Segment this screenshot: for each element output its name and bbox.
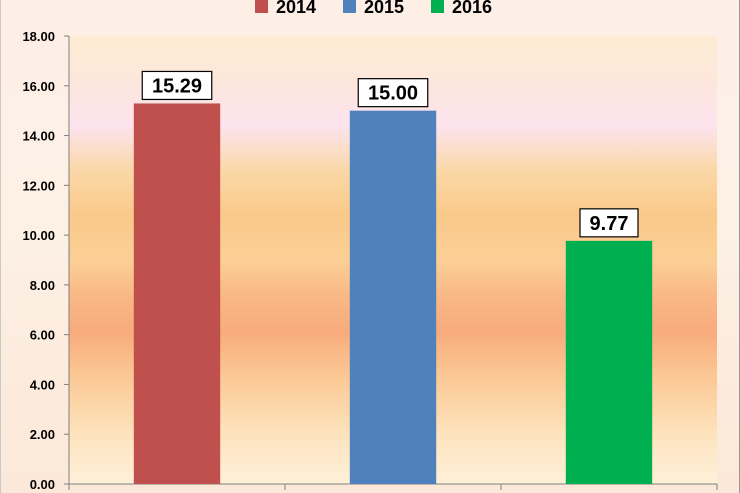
y-tick-label: 16.00 <box>22 79 55 94</box>
legend-item-2015: 2015 <box>343 0 404 17</box>
legend: 2014 2015 2016 <box>255 0 492 17</box>
data-label-box <box>141 70 213 101</box>
data-label-value: 9.77 <box>590 213 629 235</box>
y-tick-label: 10.00 <box>22 228 55 243</box>
bar-2014 <box>133 103 221 485</box>
y-tick-label: 4.00 <box>30 377 55 392</box>
legend-label: 2014 <box>276 0 316 17</box>
legend-swatch <box>255 0 268 13</box>
data-label-box <box>357 78 429 108</box>
data-labels: 15.29 15.00 9.77 <box>141 70 639 238</box>
bar-2015 <box>349 110 437 485</box>
y-tick-label: 12.00 <box>22 178 55 193</box>
legend-item-2016: 2016 <box>431 0 492 17</box>
legend-swatch <box>343 0 356 13</box>
y-tick-label: 18.00 <box>22 29 55 44</box>
legend-item-2014: 2014 <box>255 0 316 17</box>
legend-swatch <box>431 0 444 13</box>
y-tick-label: 6.00 <box>30 328 55 343</box>
bar-series <box>133 103 653 485</box>
y-tick-label: 14.00 <box>22 129 55 144</box>
legend-label: 2016 <box>452 0 492 17</box>
y-tick-label: 8.00 <box>30 278 55 293</box>
y-tick-label: 2.00 <box>30 427 55 442</box>
x-axis <box>68 483 718 490</box>
data-label-value: 15.29 <box>152 75 202 97</box>
data-label-2016: 9.77 <box>579 208 639 238</box>
y-tick-label: 0.00 <box>30 477 55 492</box>
data-label-2015: 15.00 <box>357 78 429 108</box>
legend-label: 2015 <box>364 0 404 17</box>
y-axis: 0.00 2.00 4.00 6.00 8.00 10.00 12.00 14.00 16.00… <box>22 29 70 492</box>
data-label-box <box>579 208 639 238</box>
bar-2016 <box>565 240 653 484</box>
data-label-2014: 15.29 <box>141 70 213 101</box>
data-label-value: 15.00 <box>368 83 418 105</box>
